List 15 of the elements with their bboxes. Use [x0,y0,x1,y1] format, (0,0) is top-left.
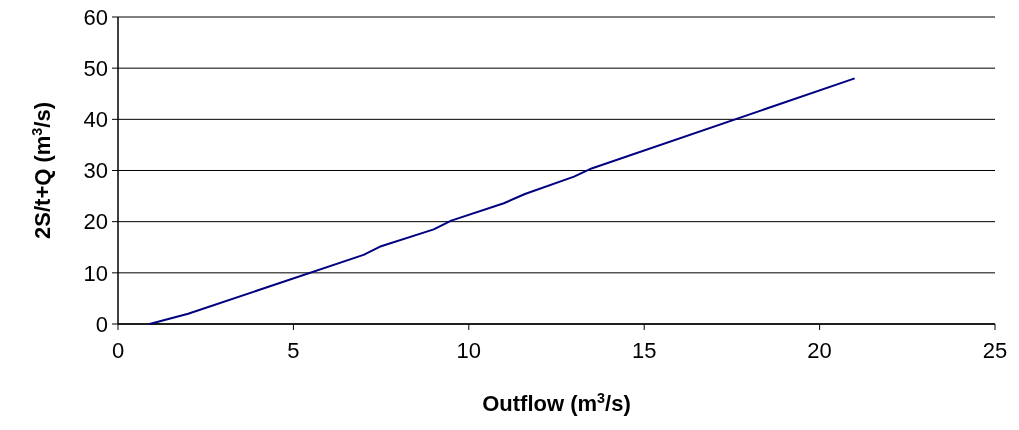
y-tick-label: 40 [83,107,108,133]
y-tick-label: 60 [83,4,108,30]
y-tick-label: 20 [83,209,108,235]
x-tick-label: 5 [287,338,300,363]
y-tick-label: 10 [83,260,108,286]
x-tick-label: 25 [982,338,1008,363]
x-tick-label: 0 [111,338,125,363]
x-axis-title: Outflow (m$^{3}$/s) [482,390,631,416]
y-tick-label: 0 [95,311,108,337]
y-tick-label: 50 [83,55,108,81]
x-tick-label: 10 [456,338,482,363]
x-tick-label: 20 [807,338,832,363]
y-tick-label: 30 [83,158,108,184]
line-series [148,77,856,325]
x-tick-label: 15 [631,338,657,363]
